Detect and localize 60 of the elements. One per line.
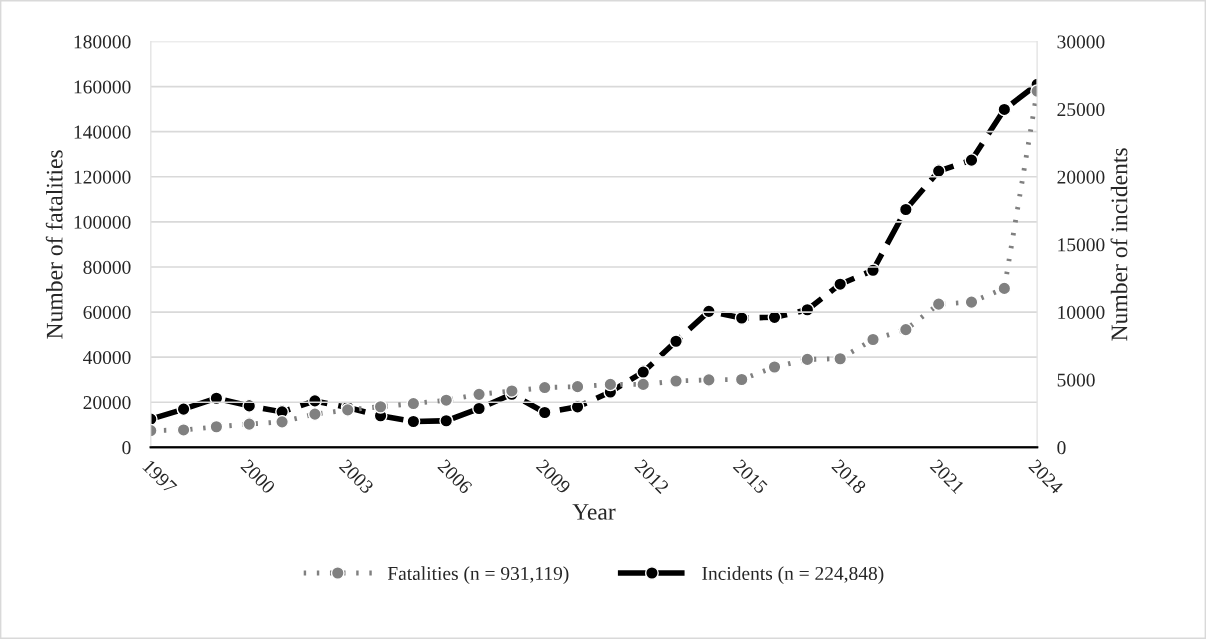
point — [669, 374, 683, 388]
point — [570, 379, 585, 394]
point — [406, 396, 421, 411]
point — [964, 153, 979, 168]
point — [603, 377, 618, 392]
point — [176, 402, 191, 417]
y-tick-label: 180000 — [74, 35, 131, 49]
y-tick-label: 20000 — [83, 396, 131, 410]
y-tick-label: 60000 — [83, 305, 131, 319]
y-tick-label: 120000 — [74, 170, 131, 184]
point — [176, 422, 191, 437]
legend-label: Fatalities (n = 931,119) — [387, 566, 569, 584]
point — [734, 311, 749, 325]
point — [373, 399, 388, 414]
point — [307, 407, 322, 422]
y-tick-label: 100000 — [74, 215, 131, 229]
y-axis-title: Number of fatalities — [45, 150, 63, 339]
y2-tick-label: 10000 — [1058, 305, 1105, 319]
y-tick-label: 0 — [122, 441, 131, 455]
x-axis-title: Year — [572, 504, 616, 520]
point — [439, 393, 454, 408]
point — [997, 281, 1012, 296]
point — [439, 413, 454, 428]
point — [472, 387, 486, 402]
y2-axis-title: Number of incidents — [1110, 148, 1128, 341]
point — [734, 372, 749, 387]
y2-tick-label: 20000 — [1057, 170, 1105, 184]
y2-tick-label: 15000 — [1058, 238, 1105, 252]
point — [242, 417, 257, 432]
x-tick-label: 1997 — [142, 459, 178, 495]
point — [701, 372, 716, 387]
point — [931, 297, 946, 312]
point — [537, 380, 552, 395]
y-tick-label: 40000 — [83, 350, 131, 365]
point — [866, 332, 880, 347]
y2-tick-label: 5000 — [1057, 373, 1095, 387]
point — [767, 360, 782, 374]
point — [833, 277, 848, 292]
point — [406, 414, 421, 429]
point — [636, 377, 651, 392]
legend-label: Incidents (n = 224,848) — [702, 566, 884, 584]
point — [275, 414, 290, 429]
point — [504, 383, 519, 398]
y-tick-label: 140000 — [74, 125, 131, 139]
point — [997, 102, 1012, 117]
y-tick-label: 160000 — [74, 80, 131, 94]
y2-tick-label: 30000 — [1057, 35, 1105, 49]
point — [898, 202, 913, 217]
point — [964, 295, 979, 310]
y2-tick-label: 25000 — [1057, 102, 1105, 117]
point — [669, 334, 683, 349]
point — [833, 351, 848, 366]
y-tick-label: 80000 — [83, 260, 131, 274]
point — [209, 419, 224, 434]
point — [800, 352, 815, 367]
point — [898, 322, 913, 337]
y2-tick-label: 0 — [1057, 441, 1066, 455]
point — [472, 401, 486, 416]
point — [636, 365, 651, 380]
point — [537, 405, 552, 420]
